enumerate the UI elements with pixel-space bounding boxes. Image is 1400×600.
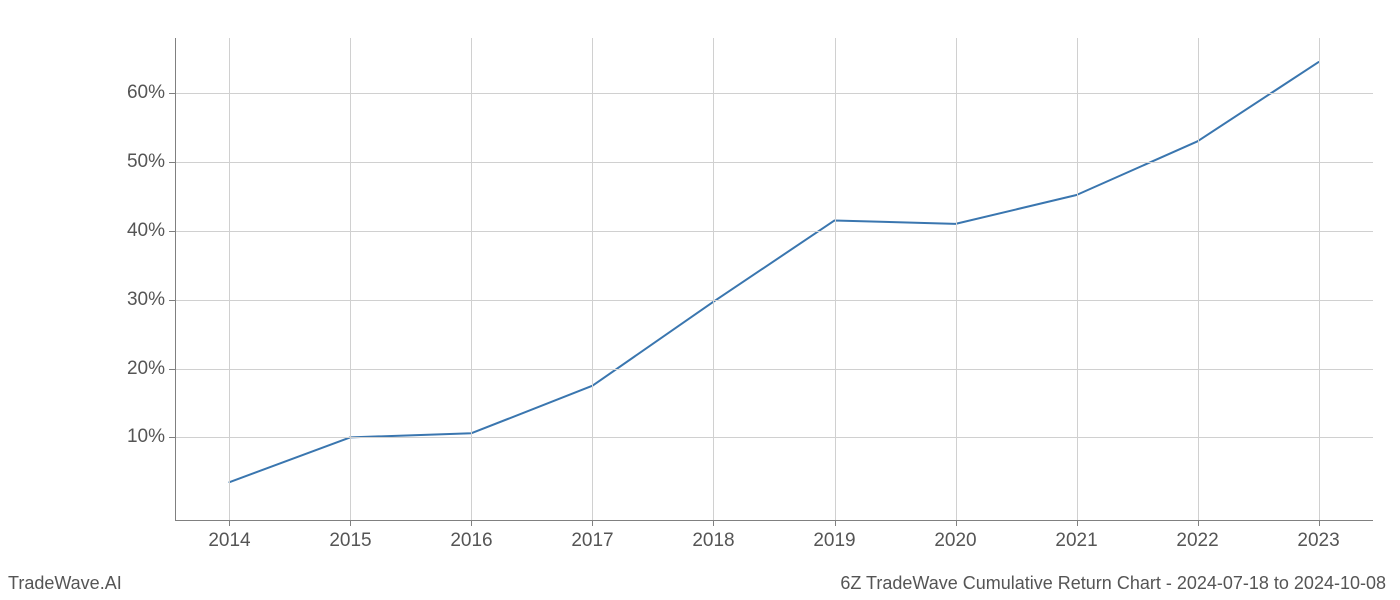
grid-line-horizontal [175, 93, 1373, 94]
footer-left-text: TradeWave.AI [8, 573, 122, 594]
footer-right-text: 6Z TradeWave Cumulative Return Chart - 2… [840, 573, 1386, 594]
x-tick-label: 2014 [208, 530, 250, 552]
y-tick-label: 30% [120, 289, 165, 311]
grid-line-vertical [592, 38, 593, 520]
grid-line-horizontal [175, 300, 1373, 301]
grid-line-vertical [1198, 38, 1199, 520]
x-tick-label: 2020 [934, 530, 976, 552]
grid-line-vertical [1319, 38, 1320, 520]
grid-line-vertical [713, 38, 714, 520]
x-tick-label: 2017 [571, 530, 613, 552]
x-axis-spine [175, 520, 1373, 521]
x-tick-label: 2023 [1297, 530, 1339, 552]
cumulative-return-line [229, 62, 1318, 482]
x-tick-label: 2016 [450, 530, 492, 552]
grid-line-horizontal [175, 231, 1373, 232]
grid-line-horizontal [175, 162, 1373, 163]
y-tick-label: 10% [120, 426, 165, 448]
y-tick-label: 50% [120, 151, 165, 173]
grid-line-horizontal [175, 369, 1373, 370]
grid-line-vertical [471, 38, 472, 520]
grid-line-vertical [350, 38, 351, 520]
x-tick-label: 2018 [692, 530, 734, 552]
x-tick-label: 2022 [1176, 530, 1218, 552]
grid-line-horizontal [175, 437, 1373, 438]
grid-line-vertical [1077, 38, 1078, 520]
y-axis-spine [175, 38, 176, 520]
y-tick-label: 20% [120, 358, 165, 380]
grid-line-vertical [835, 38, 836, 520]
grid-line-vertical [956, 38, 957, 520]
x-tick-label: 2019 [813, 530, 855, 552]
grid-line-vertical [229, 38, 230, 520]
x-tick-label: 2015 [329, 530, 371, 552]
x-tick-label: 2021 [1055, 530, 1097, 552]
y-tick-label: 60% [120, 82, 165, 104]
y-tick-label: 40% [120, 220, 165, 242]
